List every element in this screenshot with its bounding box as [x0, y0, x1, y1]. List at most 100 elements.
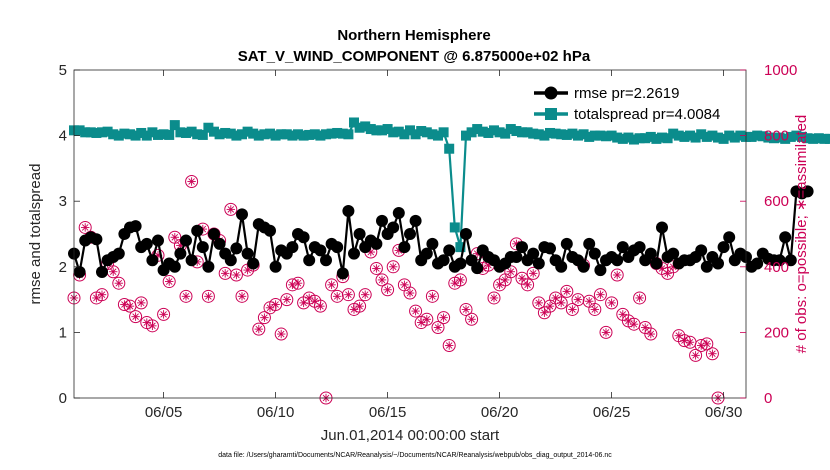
- obs-possible-point: [504, 265, 518, 279]
- obs-assimilated-point: [461, 305, 471, 314]
- obs-assimilated-point: [405, 288, 415, 298]
- totalspread-point: [595, 130, 606, 141]
- obs-assimilated-point: [646, 329, 655, 339]
- rmse-point: [443, 244, 456, 257]
- rmse-point: [555, 260, 568, 273]
- totalspread-point: [713, 132, 723, 143]
- obs-assimilated-point: [142, 318, 151, 327]
- obs-assimilated-point: [680, 336, 689, 345]
- rmse-point: [230, 242, 243, 255]
- totalspread-point: [113, 130, 124, 141]
- obs-assimilated-point: [641, 323, 650, 332]
- obs-possible-point: [280, 293, 294, 307]
- totalspread-point: [578, 129, 589, 140]
- totalspread-point: [511, 126, 522, 137]
- x-tick-label: 06/05: [145, 404, 183, 421]
- totalspread-point: [388, 127, 399, 138]
- totalspread-point: [724, 130, 735, 141]
- obs-possible-point: [375, 273, 389, 287]
- totalspread-point: [556, 129, 567, 140]
- totalspread-point: [85, 127, 96, 138]
- totalspread-point: [354, 122, 365, 133]
- totalspread-point: [181, 127, 191, 138]
- legend-box: [528, 78, 740, 126]
- rmse-point: [96, 266, 108, 279]
- obs-possible-point: [224, 202, 238, 216]
- obs-possible-point: [571, 293, 585, 307]
- x-axis-label: Jun.01,2014 00:00:00 start: [321, 427, 500, 444]
- totalspread-point: [253, 130, 264, 141]
- rmse-point: [387, 221, 400, 234]
- obs-assimilated-point: [433, 323, 443, 332]
- obs-possible-point: [369, 261, 383, 275]
- obs-possible-point: [644, 327, 658, 341]
- totalspread-point: [729, 132, 740, 143]
- rmse-point: [236, 208, 248, 221]
- rmse-point: [342, 205, 355, 218]
- obs-possible-point: [358, 288, 372, 302]
- totalspread-point: [225, 128, 236, 139]
- rmse-point: [527, 247, 540, 260]
- obs-assimilated-point: [428, 292, 437, 301]
- totalspread-point: [472, 124, 483, 135]
- rmse-point: [712, 257, 724, 270]
- obs-possible-point: [526, 266, 540, 280]
- rmse-point: [594, 264, 607, 277]
- obs-possible-point: [487, 291, 501, 305]
- obs-possible-point: [633, 291, 647, 305]
- totalspread-point: [197, 129, 208, 140]
- obs-possible-point: [386, 260, 400, 274]
- totalspread-point: [449, 222, 460, 233]
- rmse-point: [202, 260, 215, 273]
- obs-assimilated-point: [187, 177, 196, 186]
- y-left-tick-label: 5: [59, 62, 67, 79]
- totalspread-point: [186, 126, 197, 137]
- rmse-point: [454, 257, 467, 270]
- legend: rmse pr=2.2619 totalspread pr=4.0084: [528, 78, 740, 126]
- totalspread-point: [701, 131, 712, 142]
- rmse-point: [588, 247, 601, 260]
- obs-assimilated-point: [277, 329, 286, 339]
- totalspread-point: [718, 133, 729, 144]
- y-right-tick-label: 800: [764, 128, 789, 145]
- obs-assimilated-point: [120, 300, 129, 309]
- legend-totalspread-label: totalspread pr=4.0084: [574, 106, 720, 123]
- y-right-tick-label: 400: [764, 259, 789, 276]
- obs-possible-point: [162, 275, 176, 289]
- totalspread-point: [477, 126, 488, 137]
- totalspread-point: [690, 132, 701, 143]
- rmse-point: [112, 247, 125, 260]
- obs-assimilated-point: [417, 318, 426, 327]
- obs-assimilated-point: [568, 305, 577, 314]
- totalspread-point: [825, 133, 830, 144]
- totalspread-point: [242, 126, 253, 137]
- rmse-point: [644, 247, 657, 260]
- rmse-point: [320, 254, 332, 267]
- obs-assimilated-point: [400, 280, 409, 290]
- obs-assimilated-point: [501, 275, 510, 285]
- totalspread-point: [119, 128, 130, 139]
- x-tick-label: 06/15: [369, 404, 407, 421]
- obs-assimilated-point: [355, 301, 364, 311]
- obs-assimilated-point: [685, 338, 695, 347]
- obs-assimilated-point: [305, 293, 314, 303]
- rmse-point: [191, 224, 204, 237]
- totalspread-point: [483, 127, 494, 138]
- obs-possible-point: [610, 268, 624, 282]
- totalspread-point: [567, 128, 578, 139]
- rmse-point: [185, 254, 198, 267]
- totalspread-point: [405, 125, 415, 136]
- obs-possible-point: [465, 312, 479, 326]
- obs-possible-point: [431, 320, 445, 334]
- x-tick-label: 06/25: [593, 404, 631, 421]
- obs-assimilated-point: [97, 290, 107, 299]
- obs-possible-point: [554, 296, 568, 310]
- totalspread-point: [455, 242, 466, 253]
- totalspread-point: [545, 127, 555, 138]
- rmse-point: [695, 244, 708, 257]
- obs-assimilated-point: [327, 280, 336, 290]
- obs-possible-point: [442, 339, 456, 353]
- obs-assimilated-point: [489, 293, 499, 303]
- y-left-tick-label: 3: [59, 193, 67, 210]
- obs-count-series: [67, 175, 725, 405]
